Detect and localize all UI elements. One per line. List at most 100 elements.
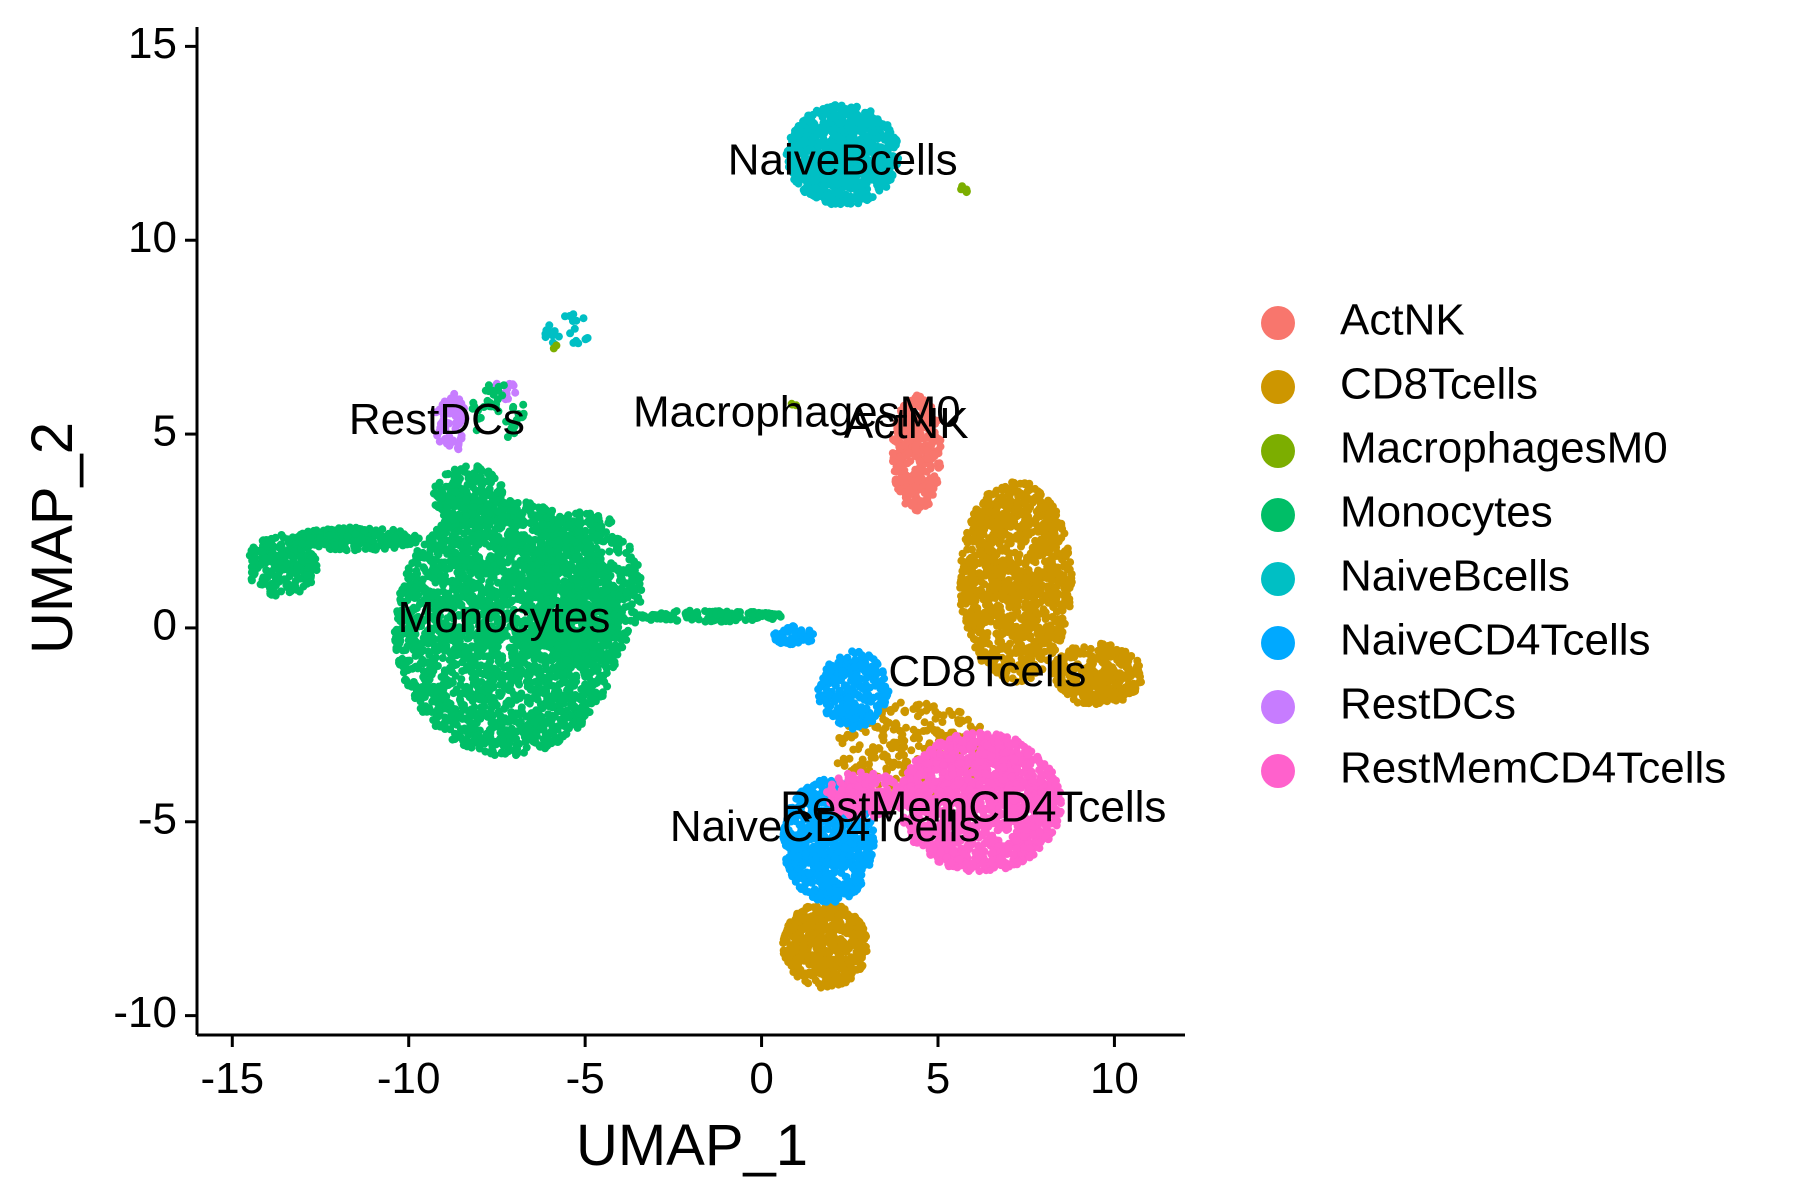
point-monocytes (456, 690, 465, 699)
point-monocytes (523, 722, 532, 731)
point-monocytes (440, 646, 449, 655)
point-monocytes (564, 570, 573, 579)
point-monocytes (601, 661, 609, 670)
point-monocytes (432, 531, 441, 540)
point-naivebcells (858, 124, 867, 133)
point-monocytes (582, 509, 591, 518)
point-monocytes (594, 675, 603, 684)
point-naivebcells (545, 321, 554, 330)
point-monocytes (466, 724, 475, 733)
point-monocytes (448, 668, 457, 677)
point-monocytes (502, 702, 511, 710)
point-restdcs (509, 381, 518, 390)
point-monocytes (448, 678, 457, 687)
point-monocytes (596, 649, 605, 658)
point-monocytes (615, 535, 623, 544)
point-monocytes (511, 547, 520, 556)
point-monocytes (494, 657, 503, 666)
point-monocytes (769, 613, 778, 622)
point-monocytes (508, 733, 517, 741)
point-monocytes (490, 698, 499, 707)
point-monocytes (432, 643, 441, 652)
point-monocytes (468, 657, 477, 666)
point-monocytes (570, 641, 579, 650)
point-monocytes (493, 488, 502, 497)
point-monocytes (562, 656, 571, 665)
point-monocytes (776, 612, 785, 621)
point-monocytes (461, 462, 470, 471)
point-monocytes (503, 663, 512, 672)
point-monocytes (517, 692, 525, 700)
point-monocytes (520, 562, 529, 570)
point-monocytes (540, 504, 549, 513)
point-naivebcells (866, 116, 875, 125)
point-monocytes (267, 590, 276, 599)
point-monocytes (483, 477, 492, 486)
point-monocytes (530, 645, 539, 654)
point-monocytes (485, 659, 494, 668)
point-monocytes (247, 546, 256, 555)
point-monocytes (503, 717, 512, 726)
point-monocytes (461, 648, 470, 657)
point-monocytes (398, 661, 407, 670)
point-monocytes (450, 473, 459, 482)
point-monocytes (277, 587, 286, 596)
point-monocytes (276, 543, 285, 552)
point-monocytes (544, 572, 553, 580)
point-monocytes (514, 668, 523, 677)
point-monocytes (460, 505, 469, 513)
point-monocytes (481, 539, 490, 548)
point-monocytes (424, 647, 433, 656)
point-monocytes (549, 693, 558, 702)
point-monocytes (708, 616, 717, 625)
point-monocytes (484, 516, 493, 525)
point-naivebcells (873, 116, 882, 125)
point-monocytes (460, 521, 469, 530)
point-monocytes (511, 748, 520, 757)
point-monocytes (485, 578, 494, 587)
point-monocytes (343, 532, 352, 541)
point-monocytes (488, 553, 497, 561)
point-monocytes (484, 684, 493, 693)
point-monocytes (571, 575, 580, 584)
point-monocytes (583, 543, 592, 552)
point-monocytes (553, 640, 562, 649)
point-monocytes (287, 551, 296, 560)
point-monocytes (534, 549, 543, 557)
point-monocytes (316, 534, 324, 543)
point-monocytes (493, 544, 502, 553)
point-monocytes (589, 576, 597, 585)
point-monocytes (571, 553, 580, 562)
point-monocytes (440, 558, 449, 567)
point-monocytes (462, 495, 471, 504)
point-monocytes (484, 710, 493, 719)
point-monocytes (476, 693, 485, 702)
point-monocytes (416, 649, 425, 658)
point-monocytes (437, 540, 446, 549)
point-monocytes (564, 520, 573, 529)
point-monocytes (303, 571, 311, 580)
point-monocytes (517, 703, 526, 712)
point-monocytes (554, 519, 563, 528)
point-monocytes (636, 597, 645, 606)
point-monocytes (693, 608, 701, 617)
point-naivebcells (572, 316, 581, 325)
point-monocytes (426, 536, 435, 545)
point-naivebcells (579, 314, 588, 323)
point-monocytes (424, 572, 433, 581)
point-monocytes (496, 557, 505, 566)
point-monocytes (528, 694, 537, 702)
point-monocytes (507, 644, 515, 652)
point-monocytes (545, 654, 554, 663)
point-monocytes (373, 542, 382, 551)
point-monocytes (409, 678, 418, 686)
point-naivebcells (853, 112, 862, 121)
point-monocytes (446, 725, 455, 734)
point-monocytes (350, 543, 359, 552)
point-monocytes (539, 674, 548, 683)
point-monocytes (256, 580, 265, 589)
point-monocytes (471, 674, 480, 683)
point-monocytes (371, 530, 380, 539)
point-monocytes (304, 527, 313, 536)
point-monocytes (597, 530, 606, 539)
